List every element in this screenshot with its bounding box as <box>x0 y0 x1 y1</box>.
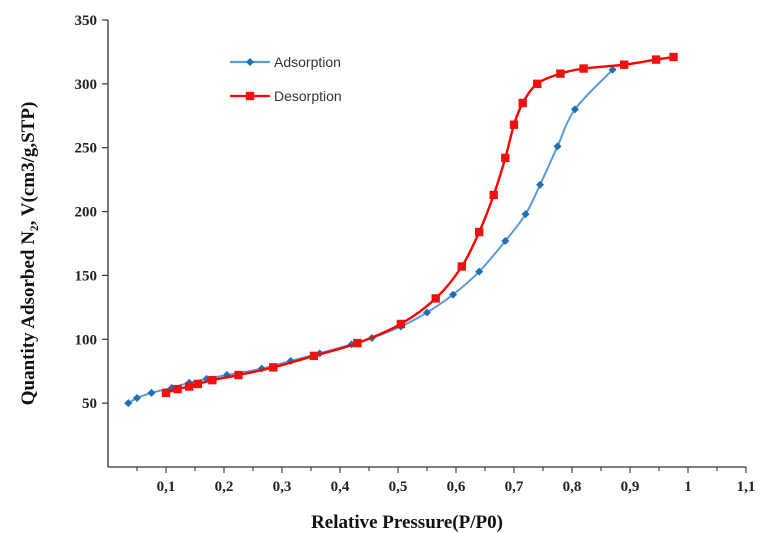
adsorption-point <box>608 65 617 74</box>
desorption-point <box>489 190 498 200</box>
adsorption-line <box>127 69 614 405</box>
legend-label: Adsorption <box>274 54 341 70</box>
desorption-point <box>269 363 278 372</box>
x-tick-label: 0,1 <box>157 479 176 495</box>
adsorption-point <box>147 388 156 397</box>
x-tick-label: 1,1 <box>737 479 756 495</box>
desorption-point <box>234 370 243 380</box>
desorption-point <box>193 379 203 389</box>
legend: Adsorption Desorption <box>230 54 342 104</box>
desorption-point <box>185 382 194 391</box>
y-tick-label: 50 <box>82 396 97 412</box>
adsorption-point <box>536 180 545 189</box>
adsorption-point <box>570 105 579 114</box>
desorption-point <box>518 98 527 108</box>
x-tick-label: 0,3 <box>273 479 292 495</box>
x-tick-label: 0,5 <box>389 479 408 495</box>
x-tick-label: 1 <box>684 479 692 495</box>
axis-ticks: 50 100 150 200 250 300 350 0,1 0,2 0,3 0,4 0,5 0,6 0,… <box>75 13 756 495</box>
desorption-point <box>533 79 542 89</box>
desorption-point <box>457 262 466 271</box>
desorption-point <box>475 227 484 237</box>
adsorption-point <box>553 142 562 151</box>
desorption-line <box>165 55 674 395</box>
y-tick-label: 100 <box>75 332 98 348</box>
desorption-point <box>669 52 678 62</box>
legend-item-adsorption: Adsorption <box>230 54 341 70</box>
x-tick-label: 0,6 <box>447 479 466 495</box>
desorption-point <box>353 338 362 348</box>
x-tick-label: 0,7 <box>505 479 524 495</box>
adsorption-point <box>449 290 458 299</box>
desorption-point <box>509 120 519 129</box>
y-tick-label: 200 <box>75 205 98 221</box>
desorption-point <box>501 153 510 163</box>
series-desorption <box>161 52 678 398</box>
desorption-point <box>173 384 182 394</box>
x-tick-label: 0,9 <box>621 479 640 495</box>
x-axis-title: Relative Pressure(P/P0) <box>311 512 503 533</box>
y-tick-label: 150 <box>75 268 98 284</box>
desorption-point <box>579 64 588 73</box>
y-tick-label: 350 <box>75 13 98 29</box>
y-tick-label: 250 <box>75 141 98 157</box>
desorption-point <box>620 60 629 69</box>
y-tick-label: 300 <box>75 77 98 93</box>
x-tick-label: 0,4 <box>331 479 350 495</box>
desorption-point <box>556 69 565 78</box>
legend-item-desorption: Desorption <box>230 88 342 104</box>
adsorption-point <box>133 394 141 403</box>
desorption-point <box>396 319 406 329</box>
legend-label: Desorption <box>274 88 342 104</box>
x-tick-label: 0,2 <box>215 479 234 495</box>
adsorption-point <box>521 210 530 219</box>
adsorption-point <box>124 399 133 408</box>
desorption-point <box>309 351 319 361</box>
desorption-point <box>161 388 171 398</box>
y-axis-title: Quantity Adsorbed N₂, V(cm3/g,STP) <box>18 102 39 406</box>
adsorption-point <box>423 308 431 317</box>
adsorption-point <box>501 236 510 245</box>
desorption-point <box>651 55 661 64</box>
adsorption-point <box>475 267 484 276</box>
legend-swatch-marker <box>246 58 254 66</box>
legend-swatch-marker <box>245 91 255 101</box>
series-adsorption <box>124 65 617 408</box>
desorption-point <box>208 375 217 385</box>
axes <box>107 20 746 468</box>
x-tick-label: 0,8 <box>563 479 582 495</box>
series-layer <box>124 52 678 408</box>
desorption-point <box>431 294 440 303</box>
